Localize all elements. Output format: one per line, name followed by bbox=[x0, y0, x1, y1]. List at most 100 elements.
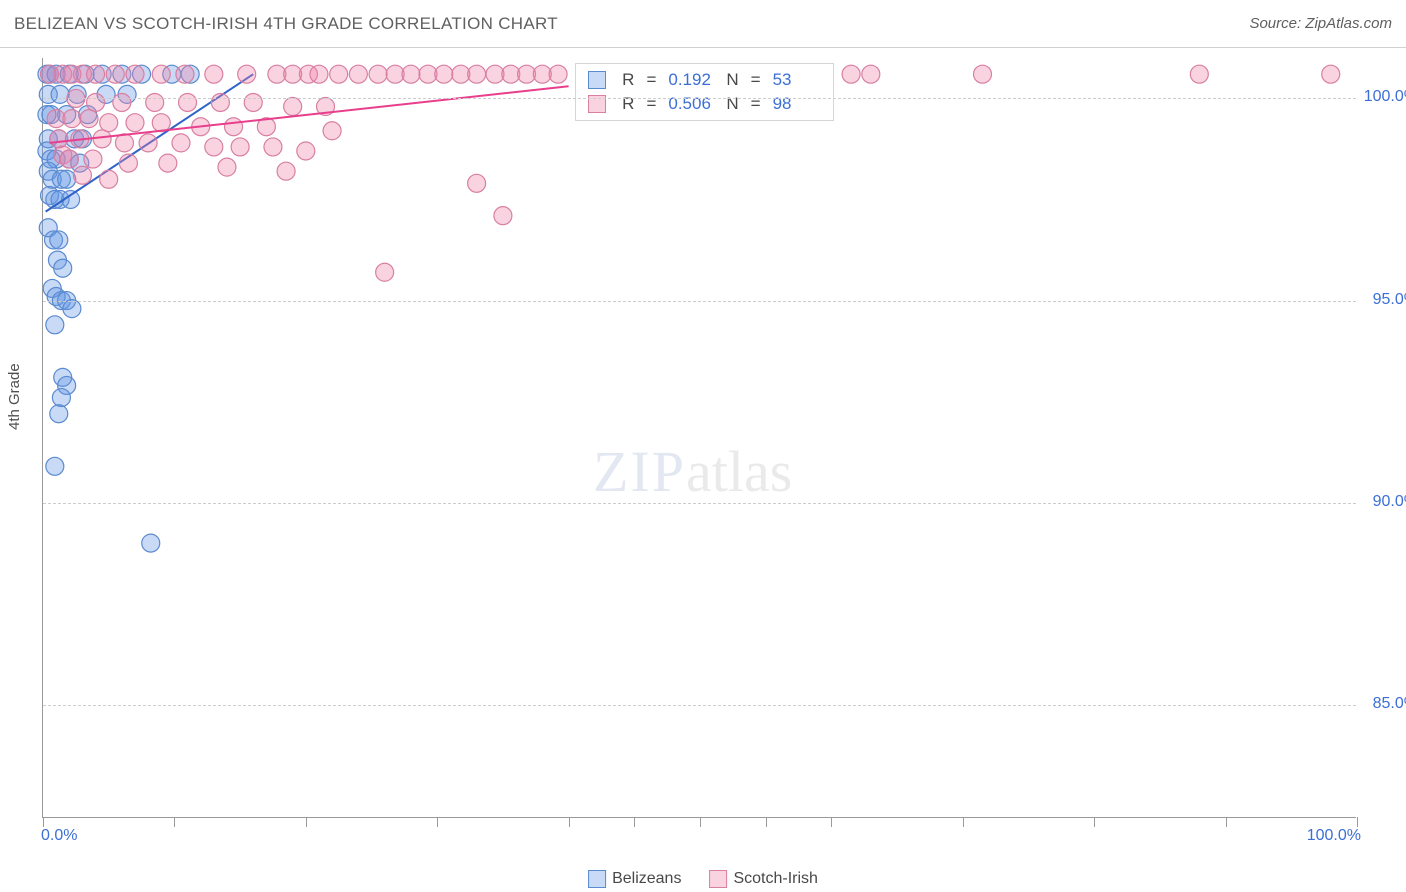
scatter-point bbox=[58, 170, 76, 188]
scatter-point bbox=[46, 457, 64, 475]
scatter-point bbox=[80, 110, 98, 128]
scatter-point bbox=[50, 231, 68, 249]
scatter-point bbox=[211, 93, 229, 111]
scatter-point bbox=[277, 162, 295, 180]
scatter-point bbox=[494, 207, 512, 225]
correlation-stats-box: R = 0.192 N = 53 R = 0.506 N = 98 bbox=[575, 63, 833, 121]
source-attribution: Source: ZipAtlas.com bbox=[1249, 15, 1392, 32]
legend-swatch bbox=[588, 71, 606, 89]
scatter-point bbox=[139, 134, 157, 152]
equals-sign: = bbox=[751, 70, 761, 90]
legend-label: Scotch-Irish bbox=[733, 870, 817, 887]
scatter-point bbox=[205, 65, 223, 83]
equals-sign: = bbox=[646, 94, 656, 114]
scatter-point bbox=[1190, 65, 1208, 83]
scatter-plot-area: ZIPatlas R=0.192N=53R=0.506N=98 85.0%90.… bbox=[42, 58, 1356, 818]
scatter-point bbox=[126, 65, 144, 83]
scatter-point bbox=[87, 93, 105, 111]
x-tick bbox=[174, 817, 175, 827]
y-tick-label: 85.0% bbox=[1362, 695, 1406, 713]
r-value: 0.506 bbox=[668, 94, 716, 114]
scatter-point bbox=[179, 93, 197, 111]
n-label: N bbox=[726, 70, 738, 90]
scatter-point bbox=[46, 316, 64, 334]
x-tick bbox=[1226, 817, 1227, 827]
x-tick bbox=[700, 817, 701, 827]
y-axis-label: 4th Grade bbox=[6, 363, 23, 430]
scatter-point bbox=[106, 65, 124, 83]
scatter-point bbox=[87, 65, 105, 83]
y-tick-label: 90.0% bbox=[1362, 493, 1406, 511]
scatter-point bbox=[974, 65, 992, 83]
bottom-legend: Belizeans Scotch-Irish bbox=[588, 870, 818, 888]
x-tick bbox=[569, 817, 570, 827]
scatter-point bbox=[52, 389, 70, 407]
x-tick-label: 0.0% bbox=[41, 827, 77, 845]
x-tick bbox=[437, 817, 438, 827]
scatter-point bbox=[468, 174, 486, 192]
scatter-point bbox=[862, 65, 880, 83]
equals-sign: = bbox=[751, 94, 761, 114]
x-tick bbox=[963, 817, 964, 827]
scatter-point bbox=[231, 138, 249, 156]
scatter-point bbox=[349, 65, 367, 83]
scatter-point bbox=[84, 150, 102, 168]
scatter-point bbox=[172, 134, 190, 152]
scatter-point bbox=[142, 534, 160, 552]
y-tick-label: 100.0% bbox=[1362, 88, 1406, 106]
chart-header: BELIZEAN VS SCOTCH-IRISH 4TH GRADE CORRE… bbox=[0, 0, 1406, 48]
scatter-point bbox=[73, 166, 91, 184]
r-value: 0.192 bbox=[668, 70, 716, 90]
x-tick bbox=[1357, 817, 1358, 827]
scatter-point bbox=[100, 114, 118, 132]
equals-sign: = bbox=[646, 70, 656, 90]
stats-row: R = 0.192 N = 53 bbox=[576, 68, 832, 92]
gridline bbox=[43, 705, 1356, 706]
n-label: N bbox=[726, 94, 738, 114]
n-value: 53 bbox=[773, 70, 821, 90]
scatter-point bbox=[323, 122, 341, 140]
chart-title: BELIZEAN VS SCOTCH-IRISH 4TH GRADE CORRE… bbox=[14, 14, 558, 34]
scatter-point bbox=[402, 65, 420, 83]
scatter-point bbox=[51, 85, 69, 103]
scatter-point bbox=[376, 263, 394, 281]
scatter-point bbox=[310, 65, 328, 83]
scatter-point bbox=[126, 114, 144, 132]
legend-item: Scotch-Irish bbox=[709, 870, 817, 888]
scatter-point bbox=[297, 142, 315, 160]
scatter-point bbox=[549, 65, 567, 83]
scatter-point bbox=[468, 65, 486, 83]
legend-label: Belizeans bbox=[612, 870, 681, 887]
scatter-point bbox=[264, 138, 282, 156]
legend-item: Belizeans bbox=[588, 870, 681, 888]
scatter-point bbox=[119, 154, 137, 172]
scatter-point bbox=[146, 93, 164, 111]
n-value: 98 bbox=[773, 94, 821, 114]
stats-row: R = 0.506 N = 98 bbox=[576, 92, 832, 116]
r-label: R bbox=[622, 70, 634, 90]
scatter-point bbox=[63, 110, 81, 128]
legend-swatch bbox=[588, 870, 606, 888]
scatter-point bbox=[50, 405, 68, 423]
scatter-point bbox=[238, 65, 256, 83]
scatter-point bbox=[205, 138, 223, 156]
r-label: R bbox=[622, 94, 634, 114]
scatter-point bbox=[435, 65, 453, 83]
legend-swatch bbox=[709, 870, 727, 888]
x-tick bbox=[831, 817, 832, 827]
scatter-point bbox=[54, 259, 72, 277]
x-tick bbox=[766, 817, 767, 827]
y-tick-label: 95.0% bbox=[1362, 291, 1406, 309]
scatter-point bbox=[159, 154, 177, 172]
scatter-point bbox=[113, 93, 131, 111]
x-tick bbox=[1094, 817, 1095, 827]
scatter-point bbox=[225, 118, 243, 136]
x-tick bbox=[306, 817, 307, 827]
scatter-point bbox=[115, 134, 133, 152]
scatter-point bbox=[63, 300, 81, 318]
x-tick bbox=[43, 817, 44, 827]
scatter-point bbox=[60, 150, 78, 168]
scatter-point bbox=[218, 158, 236, 176]
scatter-point bbox=[176, 65, 194, 83]
gridline bbox=[43, 503, 1356, 504]
